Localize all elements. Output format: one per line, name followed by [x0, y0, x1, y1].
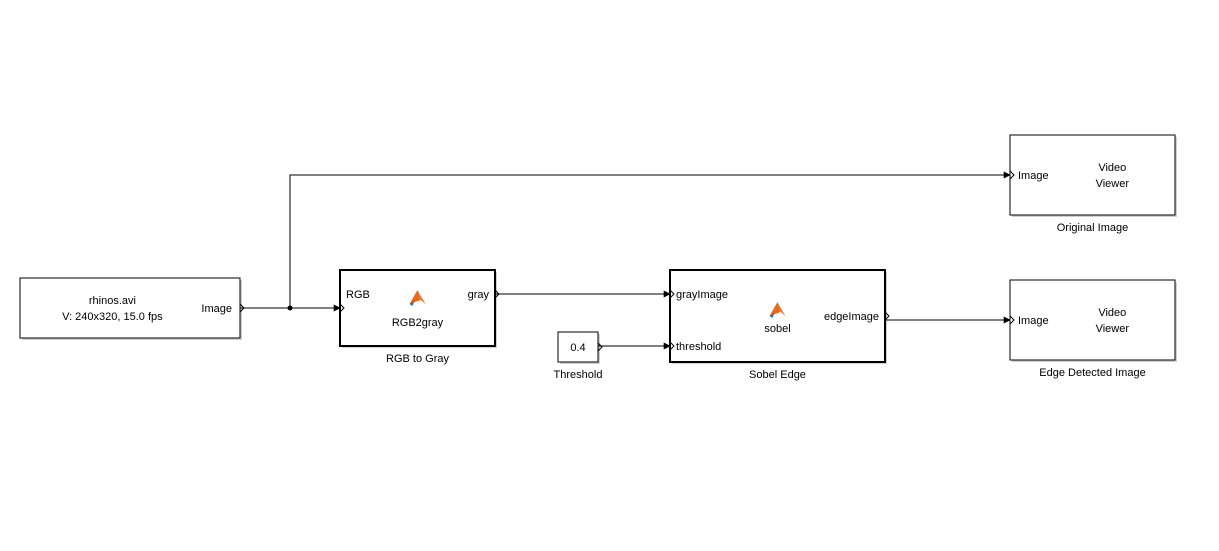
- threshold-value: 0.4: [570, 342, 585, 354]
- viewer-original-line2: Viewer: [1096, 178, 1130, 190]
- rgb2gray-label: RGB to Gray: [386, 353, 449, 365]
- sobel-inport-1: threshold: [676, 341, 721, 353]
- sobel-name: sobel: [764, 323, 790, 335]
- source-line1: rhinos.avi: [89, 295, 136, 307]
- junction: [288, 306, 293, 311]
- threshold-label: Threshold: [554, 369, 603, 381]
- sobel-label: Sobel Edge: [749, 369, 806, 381]
- block-rgb2gray[interactable]: [340, 270, 495, 346]
- viewer-original-line1: Video: [1098, 162, 1126, 174]
- sobel-inport-0: grayImage: [676, 289, 728, 301]
- sobel-outport: edgeImage: [824, 311, 879, 323]
- viewer-original-inport: Image: [1018, 170, 1049, 182]
- viewer-edge-label: Edge Detected Image: [1039, 367, 1145, 379]
- rgb2gray-inport: RGB: [346, 289, 370, 301]
- rgb2gray-outport: gray: [468, 289, 490, 301]
- viewer-original-label: Original Image: [1057, 222, 1129, 234]
- source-outport: Image: [201, 303, 232, 315]
- viewer-edge-inport: Image: [1018, 315, 1049, 327]
- viewer-edge-line2: Viewer: [1096, 323, 1130, 335]
- rgb2gray-name: RGB2gray: [392, 317, 444, 329]
- viewer-edge-line1: Video: [1098, 307, 1126, 319]
- source-line2: V: 240x320, 15.0 fps: [62, 311, 163, 323]
